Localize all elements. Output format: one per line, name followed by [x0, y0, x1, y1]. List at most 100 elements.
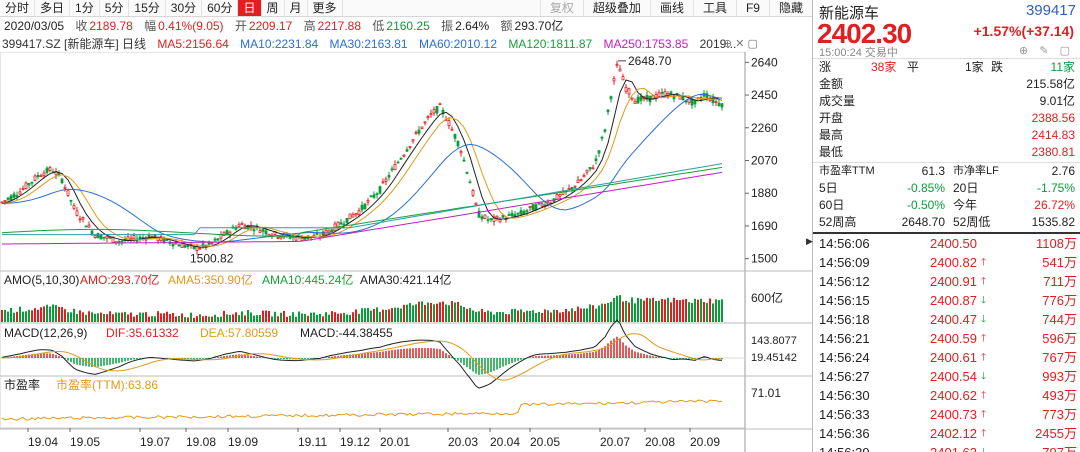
amo-bar	[604, 303, 606, 322]
amo-bar	[79, 310, 81, 322]
tick-volume: 767万	[1042, 350, 1077, 365]
chart-control-icons[interactable]: ⊕ ✕ ▢	[723, 38, 758, 50]
candle-body	[102, 236, 106, 239]
open-value: 2388.56	[1031, 111, 1075, 125]
amo-bar	[496, 312, 498, 322]
period-tab-3[interactable]: 5分	[100, 0, 130, 16]
tick-volume: 744万	[1042, 312, 1077, 327]
trade-time: 15:00:24 交易中	[819, 47, 898, 59]
amo-bar	[340, 313, 342, 322]
amo-bar	[292, 312, 294, 322]
amo-bar	[211, 316, 213, 322]
amo-bar	[247, 310, 249, 322]
pe-title: 市盈率	[4, 377, 40, 392]
candle-body	[363, 203, 367, 210]
candle-body	[228, 231, 232, 235]
candle-body	[432, 109, 436, 114]
candle-body	[171, 243, 175, 247]
amo-bar	[601, 303, 603, 322]
period-tab-7[interactable]: 日	[238, 0, 262, 16]
info-close-label: 收	[75, 19, 88, 33]
x-axis-label: 19.04	[28, 435, 58, 449]
amo-bar	[673, 297, 675, 322]
period-tab-1[interactable]: 多日	[35, 0, 71, 16]
tick-price: 2402.12	[930, 426, 977, 441]
amo-bar	[427, 302, 429, 322]
wk52-low-label: 52周低	[953, 215, 991, 229]
amo-bar	[106, 314, 108, 322]
amo-bar	[151, 316, 153, 322]
low-label: 最低	[819, 145, 844, 159]
candle-body	[636, 96, 640, 104]
candle-body	[705, 93, 709, 99]
candle-body	[96, 232, 100, 239]
ma-legend: 399417.SZ [新能源车] 日线 MA5:2156.64 MA10:223…	[2, 36, 744, 52]
toolbar-action-3[interactable]: 工具	[692, 0, 736, 16]
amo-bar	[409, 303, 411, 322]
candle-body	[582, 175, 586, 178]
candle-body	[510, 212, 514, 217]
candle-body	[645, 95, 649, 100]
period-tab-9[interactable]: 月	[285, 0, 308, 16]
candle-body	[675, 92, 679, 95]
candle-body	[534, 204, 538, 211]
amo-bar	[352, 312, 354, 322]
panel-collapse-arrow-icon[interactable]: ▶	[806, 236, 813, 246]
toolbar-action-0[interactable]: 复权	[539, 0, 583, 16]
candle-body	[477, 210, 481, 218]
candle-body	[624, 86, 628, 92]
candle-body	[180, 243, 184, 248]
amo-bar	[331, 311, 333, 322]
panel-action-icons[interactable]: ⊕ ✎ ▢	[1019, 45, 1074, 57]
breadth-row: 涨 38家 平 1家 跌 11家	[813, 59, 1080, 75]
candle-body	[693, 99, 697, 105]
candle-body	[633, 100, 637, 104]
candle-body	[30, 181, 34, 184]
amo-bar	[343, 312, 345, 322]
period-tab-5[interactable]: 30分	[166, 0, 203, 16]
amo-bar	[709, 298, 711, 322]
candle-body	[483, 214, 487, 219]
candle-body	[42, 172, 46, 177]
amo-bar	[595, 308, 597, 322]
period-tab-2[interactable]: 1分	[70, 0, 100, 16]
amo-bar	[280, 312, 282, 322]
rise-count: 38家	[871, 60, 897, 74]
kline-chart-area[interactable]: 2640 2450 2260 2070 1880 1690 1500 2648.70 1500.…	[0, 51, 812, 452]
period-tab-0[interactable]: 分时	[0, 0, 36, 16]
period-tab-4[interactable]: 15分	[129, 0, 166, 16]
period-tab-10[interactable]: 更多	[308, 0, 343, 16]
amo-bar	[610, 301, 612, 322]
period-tab-6[interactable]: 60分	[202, 0, 239, 16]
amo-bar	[490, 311, 492, 322]
amo-bar	[397, 307, 399, 322]
candle-body	[63, 186, 67, 189]
amo-bar	[178, 316, 180, 322]
d5-row: 5日 -0.85% 20日 -1.75%	[813, 180, 1080, 196]
candle-body	[471, 189, 475, 196]
amo-bar	[304, 313, 306, 322]
candle-body	[342, 223, 346, 226]
toolbar-action-5[interactable]: 隐藏	[768, 0, 812, 16]
amo-bar	[457, 301, 459, 322]
toolbar-action-1[interactable]: 超级叠加	[582, 0, 650, 16]
candle-body	[36, 174, 40, 178]
candle-body	[57, 173, 61, 175]
price-axis-label: 1690	[751, 219, 778, 233]
amo-bar	[454, 302, 456, 322]
toolbar-action-2[interactable]: 画线	[649, 0, 693, 16]
amo-bar	[466, 308, 468, 322]
amo-bar	[613, 297, 615, 322]
tick-row: 14:56:06 2400.50 1108万	[813, 234, 1080, 253]
tick-volume: 711万	[1043, 274, 1077, 289]
tick-row: 14:56:12 2400.91 🡑 711万	[813, 272, 1080, 291]
candle-body	[21, 188, 25, 190]
amo-bar	[277, 316, 279, 322]
period-tab-8[interactable]: 周	[262, 0, 285, 16]
amo-bar	[202, 316, 204, 322]
kline-chart-svg[interactable]: 2640 2450 2260 2070 1880 1690 1500 2648.70 1500.…	[0, 51, 812, 452]
amo-bar	[250, 312, 252, 322]
flat-count: 1家	[965, 60, 984, 74]
candle-body	[9, 195, 13, 201]
toolbar-action-4[interactable]: F9	[735, 0, 769, 16]
